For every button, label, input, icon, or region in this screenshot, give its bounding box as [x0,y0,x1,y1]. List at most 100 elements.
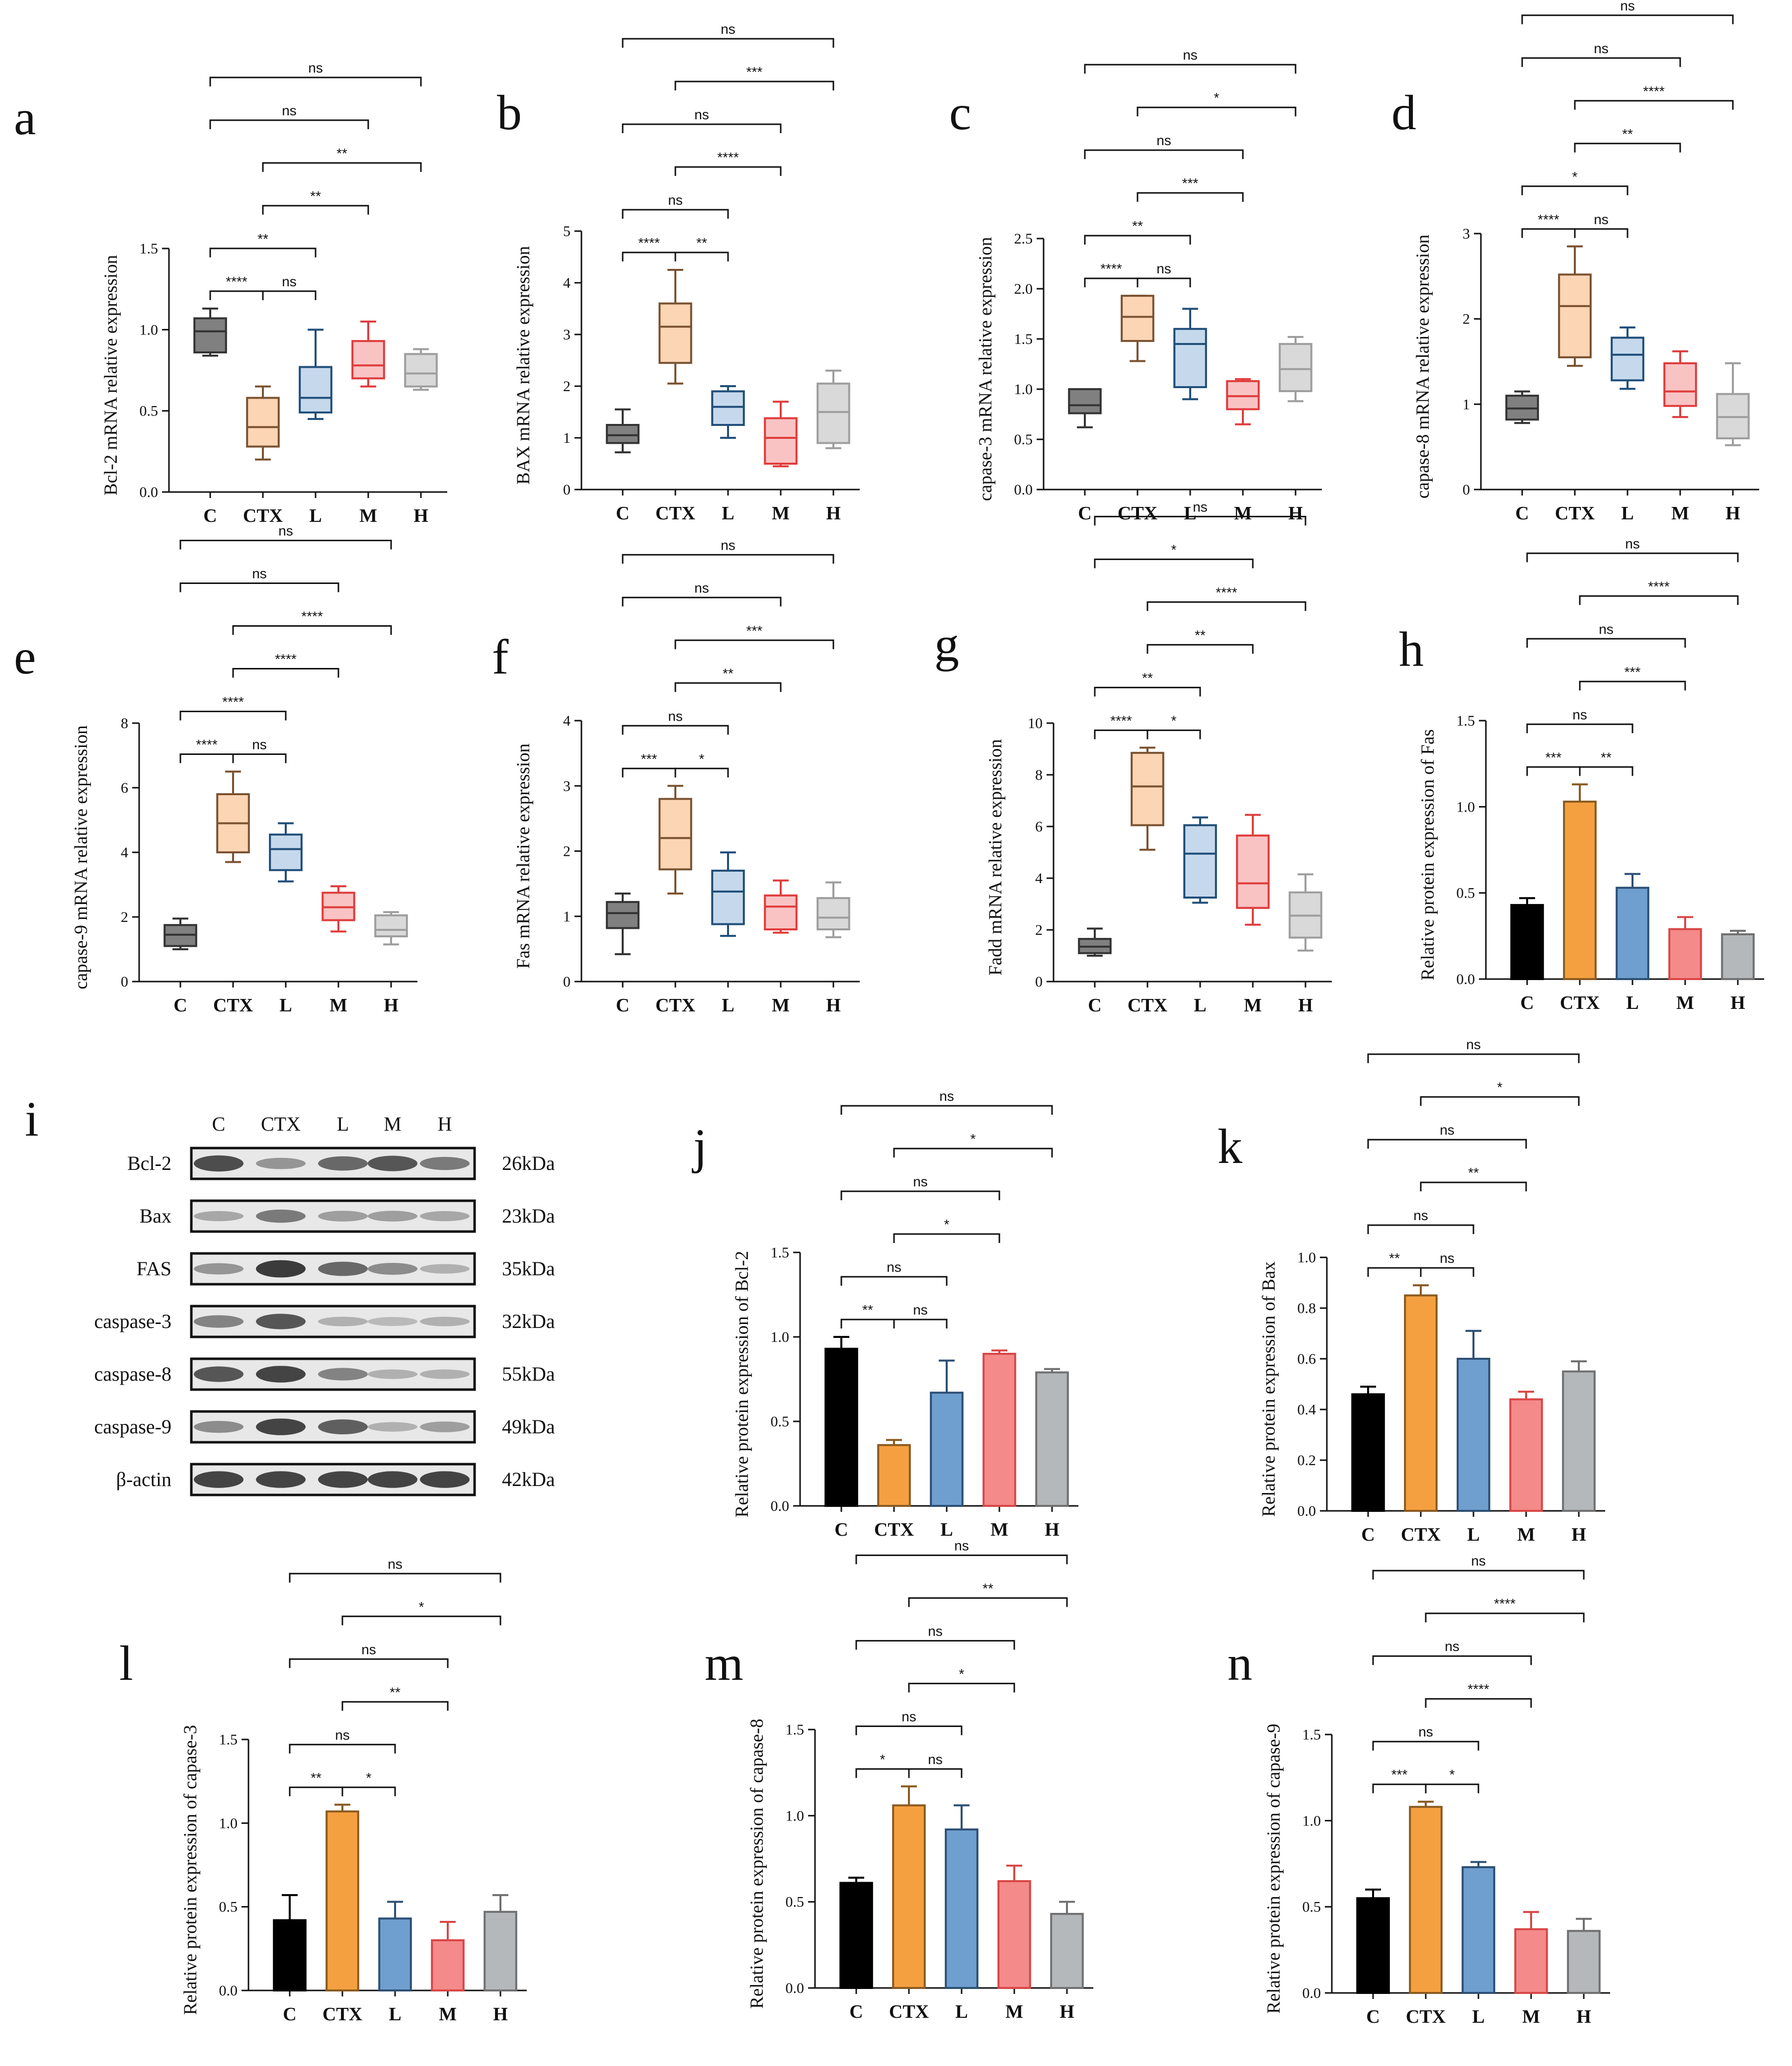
significance-bracket [1526,552,1739,563]
significance-label: ns [901,1709,916,1724]
panel-letter: e [14,629,36,684]
x-tick-label: C [849,2001,863,2022]
significance-bracket [289,1572,501,1583]
x-tick-label: C [616,995,629,1016]
blot-band [256,1366,306,1383]
significance-label: ns [694,580,709,595]
x-tick-label: H [413,505,428,526]
blot-band [194,1471,244,1488]
y-tick-label: 4 [563,275,570,291]
bar-L [1616,887,1649,981]
significance-label: ** [311,1770,322,1785]
y-tick-label: 1.0 [219,1815,238,1831]
significance-bracket [209,119,369,129]
box-M [1663,362,1697,407]
blot-band [368,1369,417,1379]
box-H [816,897,850,930]
box-H [1279,343,1312,393]
y-axis-label: capase-9 mRNA relative expression [71,725,91,989]
significance-label: **** [1494,1596,1516,1611]
x-tick-label: M [1244,995,1262,1016]
x-tick-label: CTX [889,2001,929,2022]
panel-letter: h [1399,622,1424,677]
y-tick-label: 0.6 [1298,1351,1316,1367]
significance-label: ** [1622,126,1633,142]
significance-bracket [1094,686,1201,697]
panel-letter: n [1227,1636,1252,1691]
bar-C [1356,1897,1390,1994]
box-L [269,833,303,871]
x-tick-label: L [722,995,734,1016]
chart-panel-g: g 0 2 4 6 8 10 C CTX L M H Fadd mRNA relative expres… [934,499,1332,1016]
y-tick-label: 2 [563,378,570,395]
western-blot-panel: i C CTX L M H Bcl-2 26kDa Bax 23kDa FAS 35kDa caspas… [25,1091,555,1496]
significance-bracket [1420,1267,1474,1277]
bar-H [484,1910,517,1991]
box-CTX [658,302,692,364]
x-tick-label: M [1676,992,1694,1013]
y-tick-label: 1.0 [1014,381,1033,398]
significance-label: ns [887,1259,901,1275]
y-tick-label: 1.0 [771,1329,790,1345]
bar-M [431,1939,465,1991]
y-tick-label: 0.5 [1303,1899,1321,1915]
box-L [711,869,745,925]
significance-bracket [674,251,729,261]
significance-bracket [1574,100,1734,110]
significance-label: **** [1100,261,1122,276]
blot-band [194,1315,244,1328]
y-tick-label: 1.5 [1014,331,1033,347]
y-axis-label: capase-3 mRNA relative expression [976,237,996,501]
blot-band [256,1260,306,1278]
blot-band [318,1419,368,1434]
significance-label: *** [746,623,763,638]
kda-label: 42kDa [502,1468,555,1490]
y-tick-label: 0.5 [1457,885,1475,902]
x-tick-label: CTX [1118,503,1157,524]
significance-label: * [880,1751,886,1767]
x-tick-label: H [1576,2006,1591,2027]
x-tick-label: H [1288,503,1303,524]
significance-label: ns [721,537,735,553]
significance-label: **** [1648,578,1670,594]
blot-band [420,1421,470,1432]
y-tick-label: 2.5 [1014,231,1033,247]
significance-bracket [179,540,392,550]
bar-H [1050,1912,1084,1989]
significance-label: * [1171,713,1177,728]
x-tick-label: H [1298,995,1313,1016]
lane-label: CTX [261,1113,301,1135]
y-tick-label: 4 [121,844,128,861]
y-axis-label: Relative protein expression of capase-3 [180,1725,201,2015]
significance-bracket [1425,1698,1532,1708]
x-tick-label: H [384,995,399,1016]
significance-bracket [262,205,369,215]
significance-label: ns [913,1174,928,1189]
blot-band [318,1156,368,1171]
y-tick-label: 1 [563,430,570,446]
significance-bracket [232,753,287,763]
y-tick-label: 2 [563,843,570,860]
significance-label: * [971,1131,976,1147]
y-tick-label: 0.0 [140,484,159,500]
significance-bracket [209,248,317,257]
significance-bracket [840,1276,948,1286]
x-tick-label: C [616,503,629,524]
x-tick-label: C [1078,503,1091,524]
blot-band [318,1368,368,1381]
bar-M [1514,1928,1548,1994]
significance-label: ns [1183,47,1198,63]
chart-panel-l: l 0.0 0.5 1.0 1.5 C CTX L M H Relative protein exp… [119,1556,527,2025]
significance-label: ns [721,21,735,37]
significance-bracket [1521,228,1576,238]
y-tick-label: 1 [563,909,570,925]
x-tick-label: M [1671,503,1689,524]
significance-bracket [209,290,264,300]
blot-band [256,1314,306,1329]
significance-label: * [1497,1079,1503,1095]
significance-label: ** [1132,218,1143,234]
y-axis-label: capase-8 mRNA relative expression [1413,235,1433,498]
bar-CTX [877,1444,911,1507]
